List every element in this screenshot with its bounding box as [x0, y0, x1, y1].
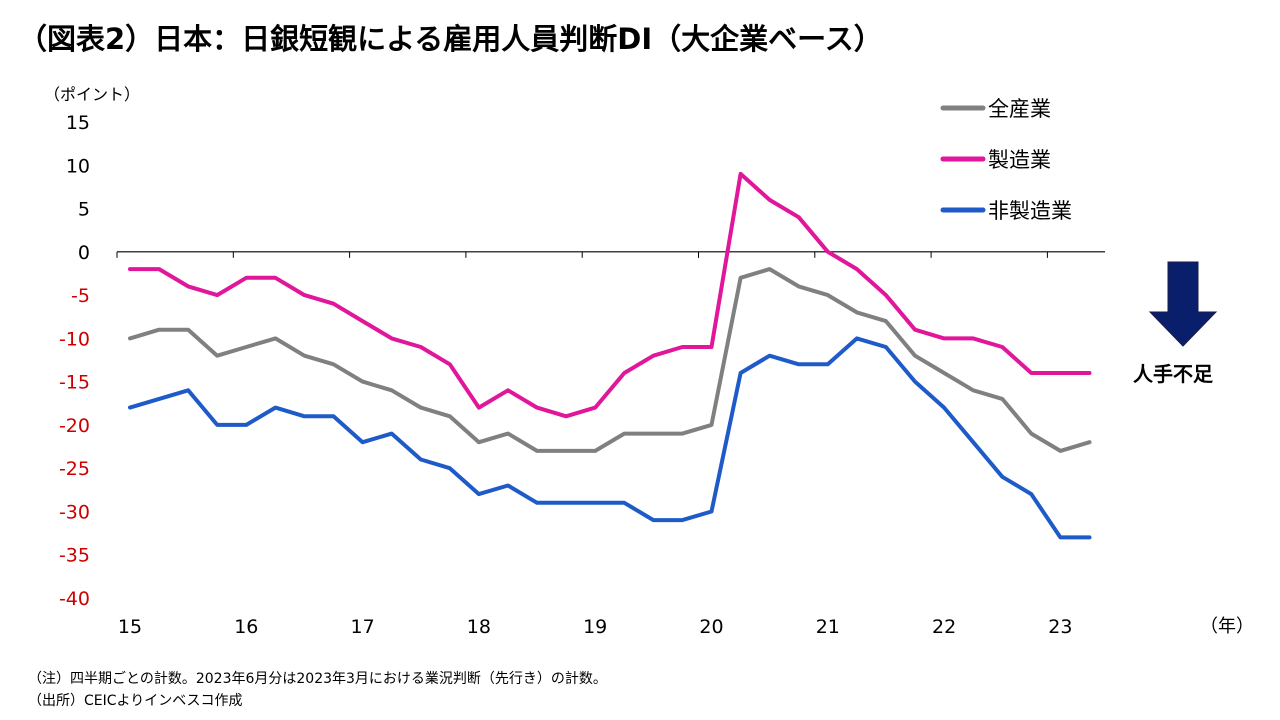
x-axis-label: （年） — [1200, 616, 1254, 637]
y-tick-label: -25 — [59, 458, 90, 480]
y-tick-label: -35 — [59, 545, 90, 567]
series-lines — [128, 171, 1092, 540]
y-tick-label: -15 — [59, 372, 90, 394]
y-tick-labels: 15 10 5 0 -5 -10 -15 -20 -25 -30 -35 -40 — [59, 112, 90, 610]
y-axis-label: （ポイント） — [44, 85, 140, 104]
y-tick-label: 15 — [66, 112, 90, 134]
axes — [116, 251, 1105, 258]
x-tick-label: 23 — [1048, 616, 1072, 638]
x-tick-label: 16 — [234, 616, 258, 638]
x-tick-label: 20 — [699, 616, 723, 638]
legend-label: 非製造業 — [988, 199, 1072, 223]
labor-shortage-label: 人手不足 — [1133, 362, 1213, 386]
x-tick-label: 17 — [351, 616, 375, 638]
y-tick-label: 10 — [66, 155, 90, 177]
x-tick-label: 21 — [816, 616, 840, 638]
y-tick-label: -5 — [71, 285, 90, 307]
footnote: （注）四半期ごとの計数。2023年6月分は2023年3月における業況判断（先行き… — [28, 671, 607, 687]
legend-label: 製造業 — [988, 148, 1051, 172]
source-note: （出所）CEICよりインベスコ作成 — [28, 693, 243, 709]
x-tick-label: 22 — [932, 616, 956, 638]
chart-title: （図表2）日本：日銀短観による雇用人員判断DI（大企業ベース） — [18, 22, 883, 56]
down-arrow-icon — [1148, 261, 1218, 347]
legend-label: 全産業 — [988, 97, 1051, 121]
y-tick-label: 5 — [78, 199, 90, 221]
series-line-3 — [128, 336, 1092, 540]
y-tick-label: -40 — [59, 588, 90, 610]
y-tick-label: -10 — [59, 328, 90, 350]
x-tick-label: 19 — [583, 616, 607, 638]
series-line-2 — [128, 171, 1092, 419]
x-tick-labels: 15 16 17 18 19 20 21 22 23 — [118, 616, 1073, 638]
y-tick-label: -30 — [59, 501, 90, 523]
y-tick-label: -20 — [59, 415, 90, 437]
y-tick-label: 0 — [78, 242, 90, 264]
series-line-1 — [128, 267, 1092, 453]
x-tick-label: 15 — [118, 616, 142, 638]
x-tick-label: 18 — [467, 616, 491, 638]
